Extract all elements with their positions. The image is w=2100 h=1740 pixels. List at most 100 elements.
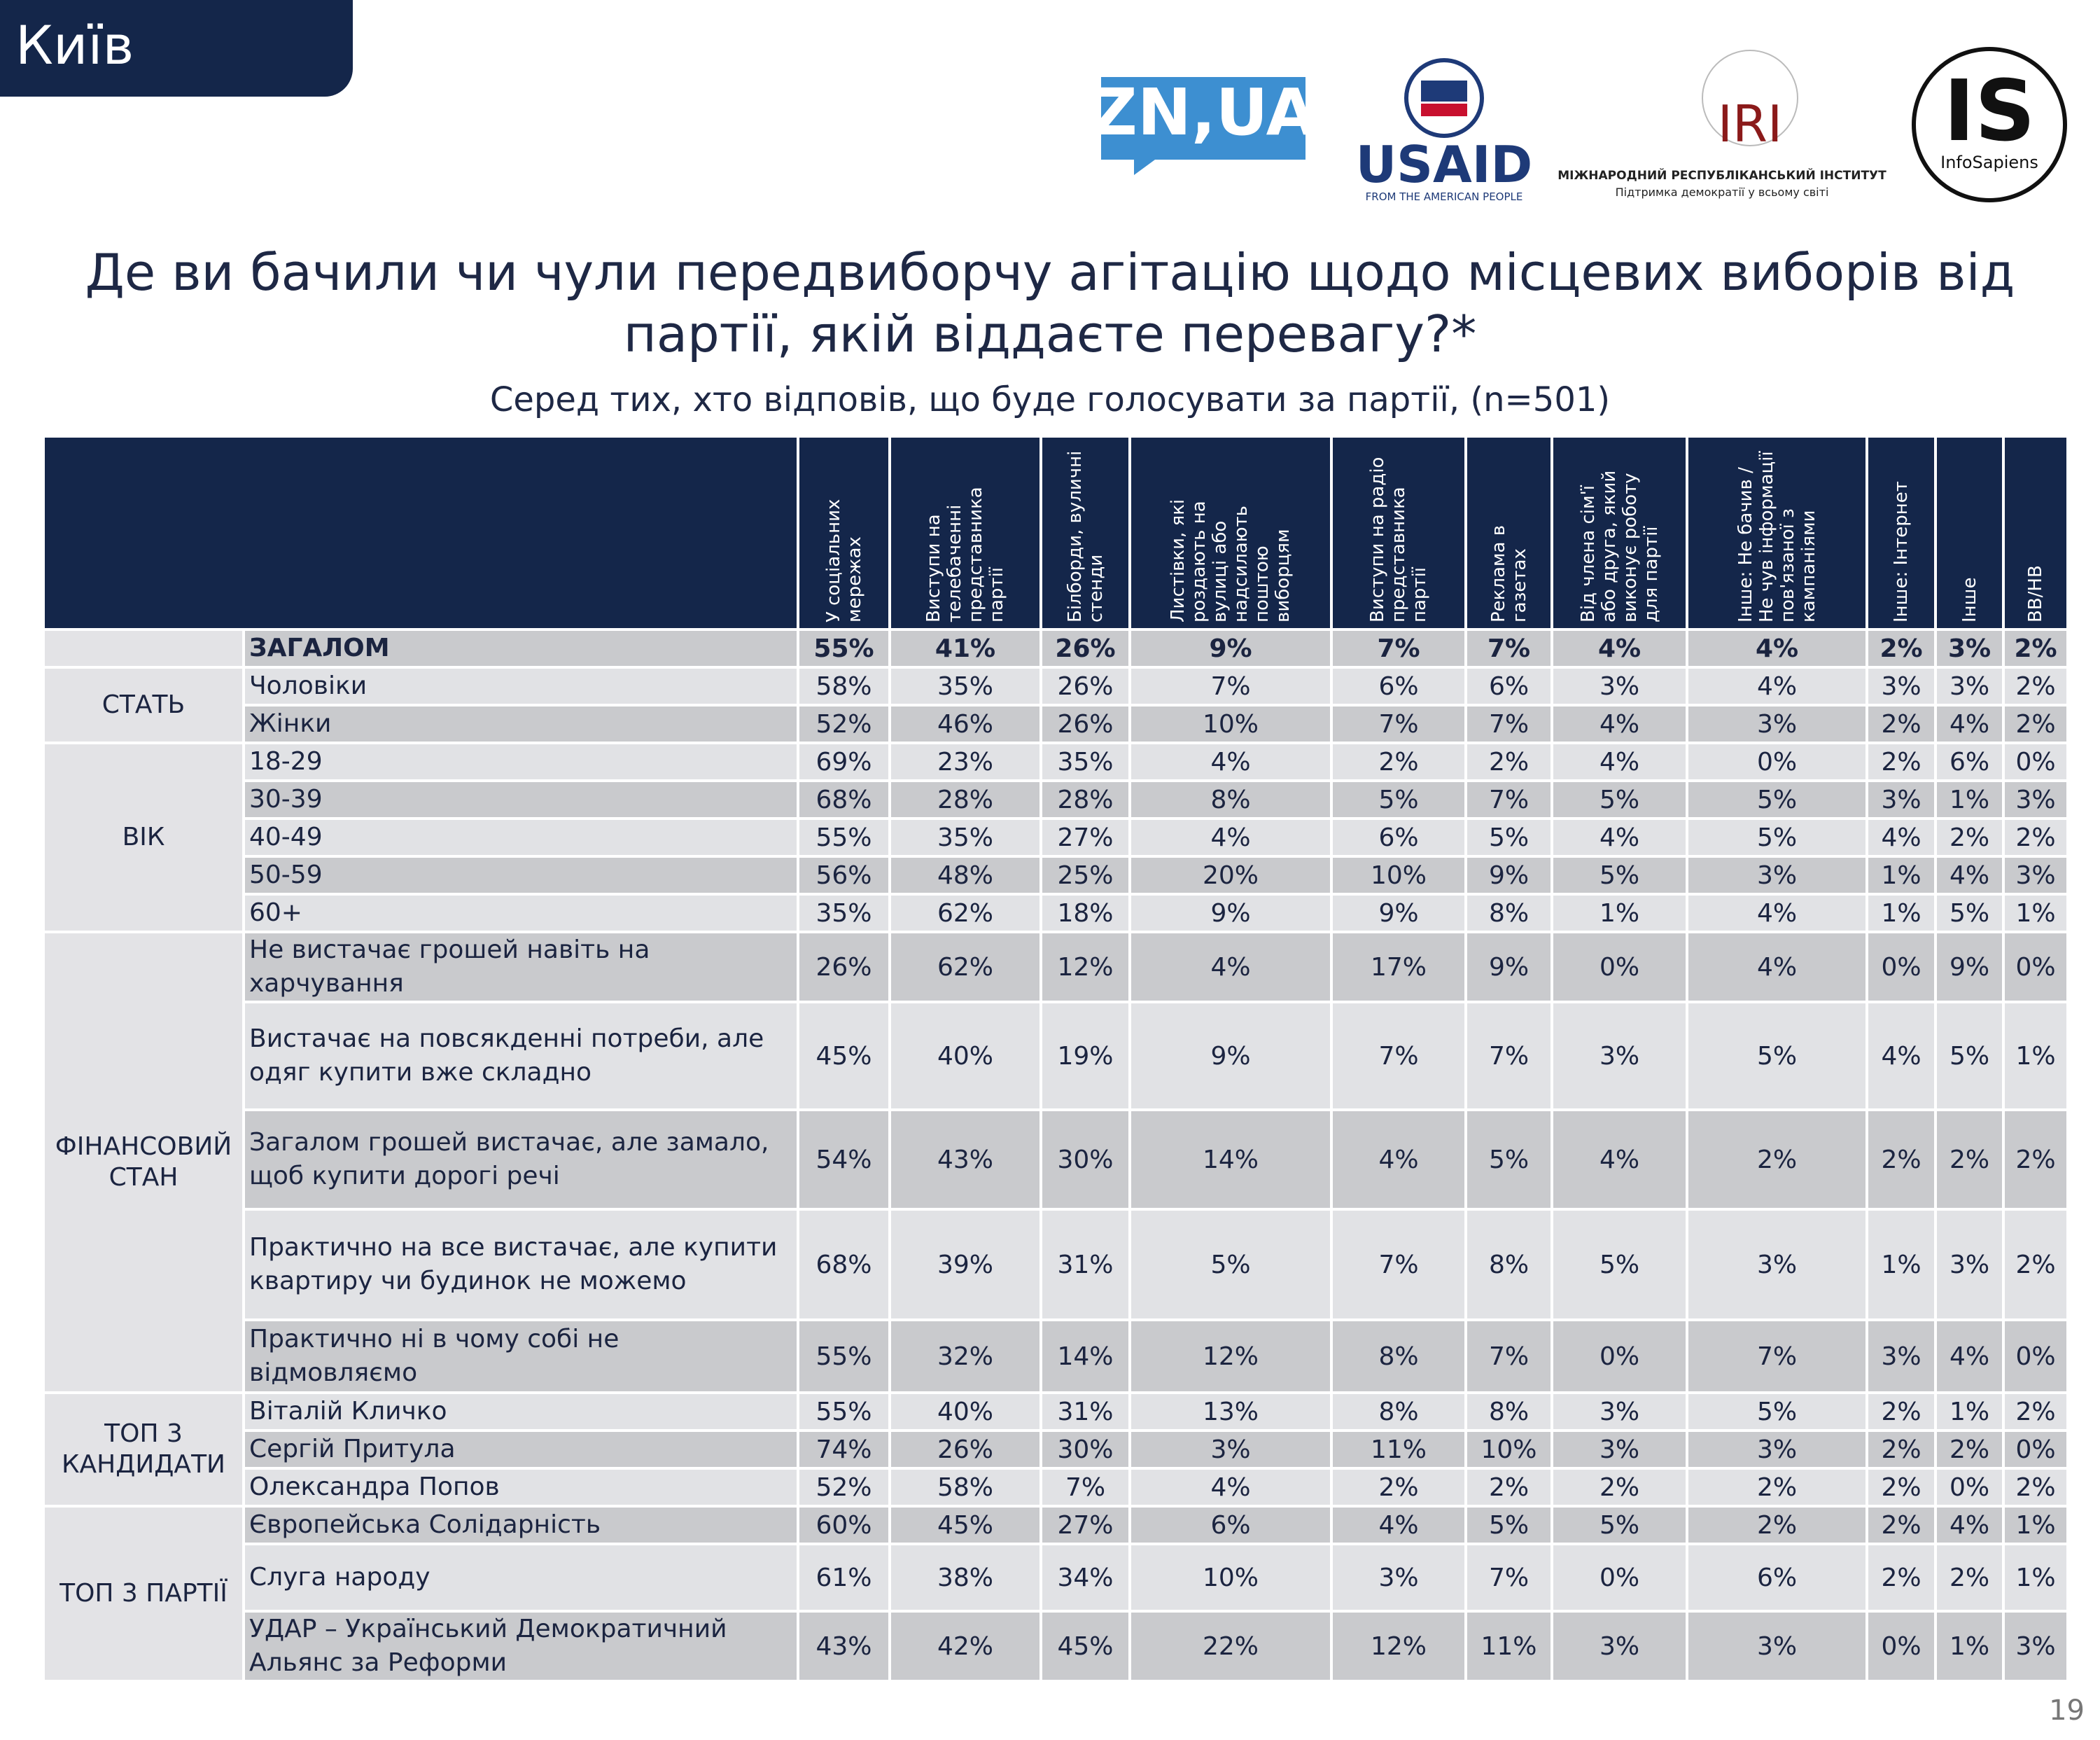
value-cell: 26% (1040, 628, 1131, 669)
value-cell: 3% (1550, 1429, 1688, 1470)
value-cell: 4% (1330, 1505, 1467, 1545)
value-cell: 22% (1128, 1610, 1333, 1683)
value-cell: 2% (1934, 1108, 2005, 1211)
value-cell: 52% (797, 1467, 891, 1508)
value-cell: 28% (888, 779, 1042, 820)
value-cell: 10% (1330, 855, 1467, 896)
value-cell: 4% (1330, 1108, 1467, 1211)
value-cell: 0% (2002, 1429, 2069, 1470)
value-cell: 25% (1040, 855, 1131, 896)
value-cell: 1% (1934, 1610, 2005, 1683)
value-cell: 3% (1686, 704, 1868, 744)
value-cell: 3% (1686, 1610, 1868, 1683)
value-cell: 3% (1550, 1391, 1688, 1432)
value-cell: 7% (1686, 1318, 1868, 1394)
value-cell: 45% (797, 1001, 891, 1111)
value-cell: 5% (1464, 1505, 1553, 1545)
subtitle: Серед тих, хто відповів, що буде голосув… (489, 380, 1611, 419)
value-cell: 62% (888, 931, 1042, 1003)
value-cell: 3% (1686, 855, 1868, 896)
value-cell: 3% (1934, 666, 2005, 707)
data-row: ФІНАНСОВИЙ СТАН Не вистачає грошей навіть… (42, 931, 2069, 1394)
results-table: У соціальних мережах Виступи на телебачен… (42, 435, 2069, 1683)
value-cell: 7% (1464, 1318, 1553, 1394)
data-row: Жінки 52% 46% 26% 10% 7% 7% 4% 3% 2% 4% 2% (43, 704, 2069, 744)
value-cell: 7% (1040, 1467, 1131, 1508)
value-cell: 20% (1128, 855, 1333, 896)
value-cell: 0% (1865, 931, 1937, 1003)
data-row: ВІК 18-29 69% 23% 35% 4% 2% 2% 4% 0% 2% 6% 0% (42, 742, 2069, 933)
value-cell: 38% (888, 1543, 1042, 1613)
row-label: 50-59 (242, 855, 799, 896)
value-cell: 9% (1464, 931, 1553, 1003)
value-cell: 60% (797, 1505, 891, 1545)
data-row: 60+ 35% 62% 18% 9% 9% 8% 1% 4% 1% 5% 1% (43, 893, 2069, 933)
value-cell: 9% (1330, 893, 1467, 933)
value-cell: 14% (1040, 1318, 1131, 1394)
value-cell: 8% (1128, 779, 1333, 820)
value-cell: 2% (1934, 817, 2005, 858)
znua-logo: ZN,UA (1092, 75, 1316, 175)
column-header-text: Виступи на телебаченні представника парт… (923, 487, 1007, 622)
data-row: 50-59 56% 48% 25% 20% 10% 9% 5% 3% 1% 4% 3% (43, 855, 2069, 896)
value-cell: 2% (2002, 704, 2069, 744)
value-cell: 2% (1865, 742, 1937, 782)
value-cell: 17% (1330, 931, 1467, 1003)
total-row: ЗАГАЛОМ 55% 41% 26% 9% 7% 7% 4% 4% 2% 3% 2% (42, 628, 2069, 669)
value-cell: 2% (2002, 628, 2069, 669)
value-cell: 8% (1464, 1391, 1553, 1432)
value-cell: 4% (1865, 817, 1937, 858)
value-cell: 5% (1686, 817, 1868, 858)
data-row: Практично ні в чому собі не відмовляємо 5… (43, 1318, 2069, 1394)
value-cell: 5% (1686, 779, 1868, 820)
value-cell: 55% (797, 1318, 891, 1394)
group-label: ТОП 3 ПАРТІЇ (42, 1505, 245, 1683)
value-cell: 8% (1464, 1208, 1553, 1321)
value-cell: 4% (1550, 1108, 1688, 1211)
value-cell: 6% (1464, 666, 1553, 707)
value-cell: 6% (1128, 1505, 1333, 1545)
column-header: Інше (1934, 435, 2005, 631)
data-row: ТОП 3 ПАРТІЇ Європейська Солідарність 60% 4… (42, 1505, 2069, 1683)
value-cell: 4% (1686, 666, 1868, 707)
infosapiens-logo: IS InfoSapiens (1912, 47, 2067, 202)
usaid-text: USAID (1356, 135, 1533, 194)
value-cell: 7% (1330, 1001, 1467, 1111)
value-cell: 3% (1128, 1429, 1333, 1470)
column-header-text: Виступи на радіо представника партії (1367, 457, 1430, 622)
value-cell: 0% (1550, 931, 1688, 1003)
value-cell: 2% (2002, 1391, 2069, 1432)
value-cell: 3% (1330, 1543, 1467, 1613)
value-cell: 40% (888, 1001, 1042, 1111)
value-cell: 2% (1865, 1505, 1937, 1545)
value-cell: 8% (1330, 1318, 1467, 1394)
value-cell: 1% (1865, 893, 1937, 933)
value-cell: 9% (1128, 1001, 1333, 1111)
column-header: Від члена сім'ї або друга, який виконує … (1550, 435, 1688, 631)
column-header-text: Білборди, вуличні стенди (1064, 450, 1107, 622)
value-cell: 14% (1128, 1108, 1333, 1211)
row-label: Жінки (242, 704, 799, 744)
column-header: У соціальних мережах (797, 435, 891, 631)
column-header-text: Від члена сім'ї або друга, який виконує … (1577, 470, 1662, 622)
row-label: Слуга народу (242, 1543, 799, 1613)
value-cell: 35% (888, 666, 1042, 707)
value-cell: 2% (1464, 742, 1553, 782)
value-cell: 61% (797, 1543, 891, 1613)
value-cell: 39% (888, 1208, 1042, 1321)
value-cell: 13% (1128, 1391, 1333, 1432)
value-cell: 6% (1330, 817, 1467, 858)
value-cell: 3% (1550, 666, 1688, 707)
value-cell: 9% (1128, 628, 1333, 669)
value-cell: 4% (1550, 704, 1688, 744)
value-cell: 1% (2002, 1505, 2069, 1545)
value-cell: 5% (1550, 779, 1688, 820)
row-label: Сергій Притула (242, 1429, 799, 1470)
usaid-tagline: FROM THE AMERICAN PEOPLE (1366, 190, 1523, 203)
column-header: Виступи на телебаченні представника парт… (888, 435, 1042, 631)
value-cell: 55% (797, 1391, 891, 1432)
value-cell: 5% (1934, 893, 2005, 933)
region-tab: Київ (0, 0, 353, 97)
value-cell: 9% (1464, 855, 1553, 896)
